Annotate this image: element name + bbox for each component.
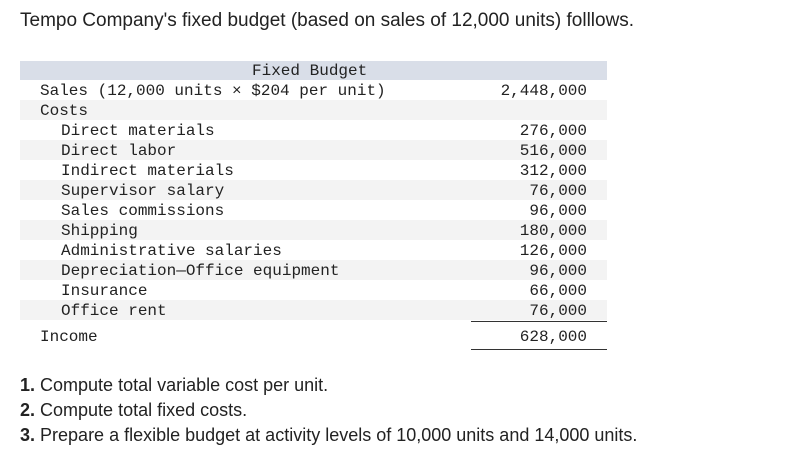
table-row: Costs — [20, 100, 607, 120]
row-label: Sales (12,000 units × $204 per unit) — [40, 82, 386, 100]
question-text: Compute total variable cost per unit. — [40, 375, 329, 395]
header-text: Fixed Budget — [252, 62, 368, 80]
table-row: Direct materials 276,000 — [20, 120, 607, 140]
question-text: Compute total fixed costs. — [40, 400, 248, 420]
table-row: Indirect materials 312,000 — [20, 160, 607, 180]
table-row: Sales (12,000 units × $204 per unit) 2,44… — [20, 80, 607, 100]
row-value: 66,000 — [529, 282, 587, 300]
table-body: Sales (12,000 units × $204 per unit) 2,44… — [20, 80, 607, 346]
total-rule — [471, 349, 607, 350]
question-number: 3. — [20, 425, 36, 445]
row-value: 2,448,000 — [500, 82, 587, 100]
row-value: 516,000 — [519, 142, 587, 160]
row-label: Insurance — [61, 282, 148, 300]
row-label: Direct labor — [61, 142, 177, 160]
row-label: Supervisor salary — [61, 182, 225, 200]
subtotal-rule — [471, 321, 607, 322]
row-label: Costs — [40, 102, 89, 120]
question: 3. Prepare a flexible budget at activity… — [20, 425, 637, 446]
row-value: 312,000 — [519, 162, 587, 180]
table-row: Sales commissions 96,000 — [20, 200, 607, 220]
table-row: Depreciation—Office equipment 96,000 — [20, 260, 607, 280]
row-label: Indirect materials — [61, 162, 234, 180]
question: 2. Compute total fixed costs. — [20, 400, 247, 421]
row-value: 96,000 — [529, 202, 587, 220]
table-row: Office rent 76,000 — [20, 300, 607, 320]
table-row: Administrative salaries 126,000 — [20, 240, 607, 260]
question: 1. Compute total variable cost per unit. — [20, 375, 328, 396]
row-value: 126,000 — [519, 242, 587, 260]
table-row: Supervisor salary 76,000 — [20, 180, 607, 200]
table-row: Direct labor 516,000 — [20, 140, 607, 160]
row-value: 76,000 — [529, 302, 587, 320]
table-row: Shipping 180,000 — [20, 220, 607, 240]
row-label: Depreciation—Office equipment — [61, 262, 340, 280]
budget-table: Fixed Budget Sales (12,000 units × $204 … — [20, 61, 607, 350]
question-number: 1. — [20, 375, 36, 395]
table-header: Fixed Budget — [20, 61, 607, 80]
row-value: 76,000 — [529, 182, 587, 200]
row-label: Shipping — [61, 222, 138, 240]
row-label: Direct materials — [61, 122, 215, 140]
table-row: Insurance 66,000 — [20, 280, 607, 300]
intro: Tempo Company's fixed budget (based on s… — [20, 10, 635, 31]
row-label: Sales commissions — [61, 202, 225, 220]
row-value: 96,000 — [529, 262, 587, 280]
row-label: Income — [40, 328, 98, 346]
row-label: Office rent — [61, 302, 167, 320]
row-value: 276,000 — [519, 122, 587, 140]
table-row: Income 628,000 — [20, 326, 607, 346]
row-value: 180,000 — [519, 222, 587, 240]
question-text: Prepare a flexible budget at activity le… — [40, 425, 638, 445]
row-value: 628,000 — [519, 328, 587, 346]
question-number: 2. — [20, 400, 36, 420]
row-label: Administrative salaries — [61, 242, 282, 260]
